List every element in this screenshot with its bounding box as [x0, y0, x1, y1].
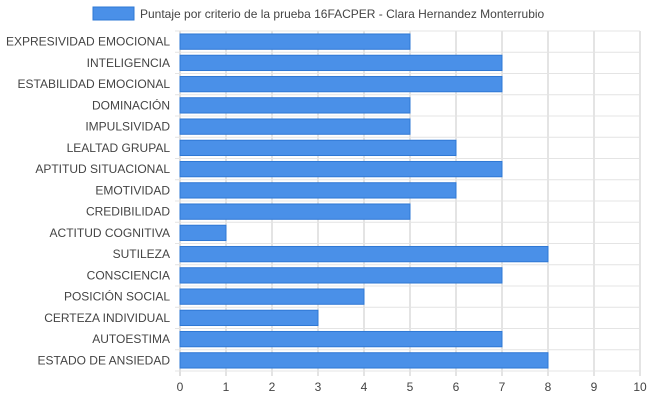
- y-tick-label: LEALTAD GRUPAL: [67, 141, 171, 155]
- x-tick-label: 10: [633, 380, 647, 394]
- legend-label: Puntaje por criterio de la prueba 16FACP…: [140, 7, 545, 21]
- y-tick-label: ESTABILIDAD EMOCIONAL: [18, 77, 171, 91]
- bar-2[interactable]: [179, 54, 503, 72]
- x-tick-label: 5: [407, 380, 414, 394]
- x-tick-label: 6: [453, 380, 460, 394]
- legend[interactable]: Puntaje por criterio de la prueba 16FACP…: [92, 6, 545, 21]
- x-tick-label: 7: [499, 380, 506, 394]
- y-tick-label: POSICIÓN SOCIAL: [64, 289, 170, 304]
- y-tick-label: INTELIGENCIA: [87, 56, 170, 70]
- bar-10[interactable]: [179, 224, 227, 242]
- bar-13[interactable]: [179, 288, 365, 305]
- bar-6[interactable]: [179, 139, 457, 157]
- y-tick-label: EXPRESIVIDAD EMOCIONAL: [6, 35, 170, 49]
- y-tick-label: CONSCIENCIA: [87, 268, 170, 282]
- bar-14[interactable]: [179, 309, 319, 327]
- bar-9[interactable]: [179, 203, 411, 220]
- legend-swatch: [92, 6, 135, 21]
- bars: [179, 33, 549, 369]
- y-tick-label: CREDIBILIDAD: [86, 205, 170, 219]
- y-axis-labels: EXPRESIVIDAD EMOCIONAL INTELIGENCIA ESTABI…: [6, 35, 170, 368]
- bar-5[interactable]: [179, 118, 411, 135]
- y-tick-label: ACTITUD COGNITIVA: [50, 226, 170, 240]
- y-tick-label: DOMINACIÓN: [92, 97, 170, 112]
- bar-3[interactable]: [179, 75, 503, 93]
- bar-7[interactable]: [179, 160, 503, 178]
- bar-11[interactable]: [179, 245, 549, 263]
- bar-15[interactable]: [179, 330, 503, 348]
- y-tick-label: APTITUD SITUACIONAL: [35, 162, 170, 176]
- y-tick-label: EMOTIVIDAD: [95, 183, 170, 197]
- x-axis-labels: 0 1 2 3 4 5 6 7 8 9 10: [177, 380, 647, 394]
- y-tick-label: IMPULSIVIDAD: [85, 120, 170, 134]
- y-tick-label: AUTOESTIMA: [92, 332, 170, 346]
- x-tick-label: 0: [177, 380, 184, 394]
- bar-4[interactable]: [179, 97, 411, 114]
- y-tick-label: SUTILEZA: [113, 247, 170, 261]
- bar-8[interactable]: [179, 182, 457, 199]
- bar-12[interactable]: [179, 267, 503, 284]
- bar-16[interactable]: [179, 352, 549, 369]
- y-tick-label: CERTEZA INDIVIDUAL: [44, 311, 170, 325]
- x-tick-label: 4: [361, 380, 368, 394]
- x-tick-label: 1: [223, 380, 230, 394]
- x-tick-label: 8: [545, 380, 552, 394]
- bar-1[interactable]: [179, 33, 411, 50]
- x-tick-label: 9: [591, 380, 598, 394]
- x-tick-label: 3: [315, 380, 322, 394]
- x-tick-label: 2: [269, 380, 276, 394]
- y-tick-label: ESTADO DE ANSIEDAD: [38, 353, 171, 367]
